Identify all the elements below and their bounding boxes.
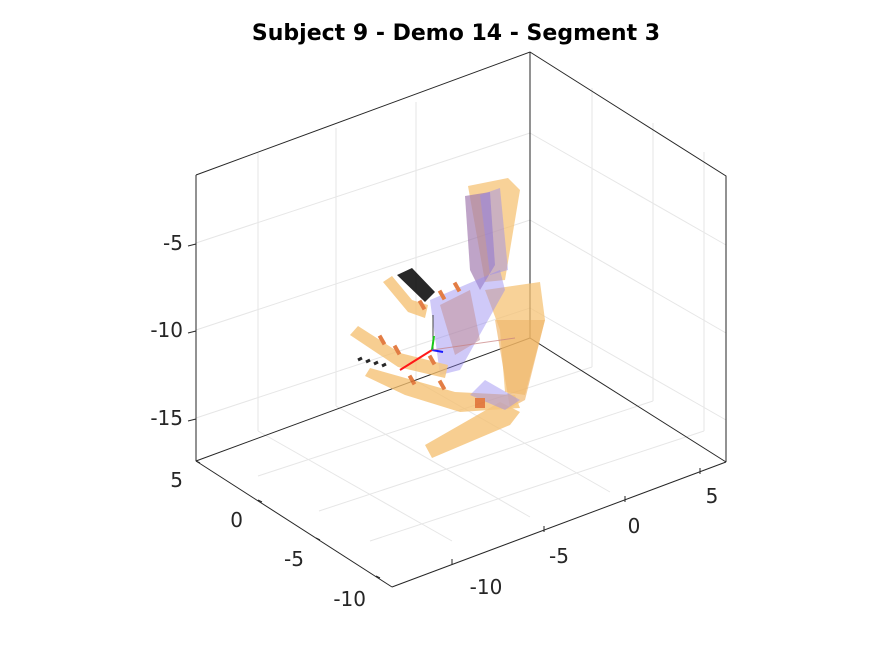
x-tick-label: -5 — [549, 544, 569, 568]
y-tick-label: 0 — [230, 508, 243, 532]
y-tick-label: -10 — [333, 587, 366, 611]
z-tick-label: -5 — [163, 231, 183, 255]
frame-y-axis — [431, 335, 435, 351]
box-edge — [195, 337, 531, 462]
grid-line — [529, 307, 727, 421]
x-tick-label: -10 — [470, 575, 503, 599]
marker — [427, 354, 437, 366]
y-tick-label: -5 — [284, 547, 304, 571]
tick-marks — [187, 243, 701, 579]
body-segment — [425, 402, 520, 458]
box-edge — [195, 460, 393, 588]
dark-marker — [381, 362, 387, 368]
axes-box — [195, 51, 727, 588]
dark-marker — [373, 360, 379, 366]
z-tick-label: -10 — [150, 318, 183, 342]
dark-marker — [357, 356, 363, 362]
figure-content — [350, 178, 545, 458]
z-tick-label: -15 — [150, 406, 183, 430]
overlay-segment — [470, 380, 520, 410]
body-segment — [350, 326, 448, 378]
y-tick-mark — [375, 575, 381, 579]
grid-line — [529, 219, 727, 334]
grid-line — [257, 430, 453, 542]
y-tick-mark — [195, 460, 201, 464]
marker — [377, 334, 387, 346]
z-tick-labels: -5 -10 -15 — [150, 231, 183, 430]
grid-line — [257, 366, 593, 477]
z-tick-mark — [187, 418, 197, 422]
marker — [452, 281, 462, 293]
marker — [475, 398, 485, 408]
marker — [392, 344, 402, 356]
z-tick-mark — [187, 330, 197, 334]
grid-line — [318, 400, 654, 512]
marker — [437, 289, 447, 301]
box-edge — [529, 337, 727, 463]
marker-cluster — [377, 281, 485, 408]
grid-line — [369, 430, 705, 542]
dark-marker — [397, 268, 435, 302]
marker — [417, 299, 427, 311]
frame-link-line — [431, 337, 516, 351]
box-edge — [391, 461, 727, 588]
x-tick-labels: -10 -5 0 5 — [470, 484, 719, 599]
overlay-segment — [465, 192, 495, 290]
overlay-segment — [440, 290, 480, 355]
overlay-segment — [480, 188, 508, 275]
marker — [437, 379, 447, 391]
dark-marker — [365, 358, 371, 364]
x-tick-label: 0 — [628, 514, 641, 538]
x-tick-label: 5 — [706, 484, 719, 508]
grid-line — [529, 132, 727, 246]
y-tick-mark — [257, 499, 263, 503]
body-segment — [495, 320, 545, 408]
dark-marker — [357, 356, 387, 368]
frame-z-axis — [431, 349, 444, 353]
box-edge — [195, 51, 727, 462]
y-tick-mark — [315, 537, 321, 541]
marker — [407, 374, 417, 386]
gridlines — [195, 88, 727, 542]
frame-x-axis — [399, 349, 433, 371]
grid-line — [195, 132, 531, 244]
y-tick-labels: 5 0 -5 -10 — [170, 468, 366, 611]
body-segment — [383, 276, 428, 318]
z-tick-mark — [187, 243, 197, 247]
chart-title: Subject 9 - Demo 14 - Segment 3 — [252, 21, 660, 46]
y-tick-label: 5 — [170, 468, 183, 492]
